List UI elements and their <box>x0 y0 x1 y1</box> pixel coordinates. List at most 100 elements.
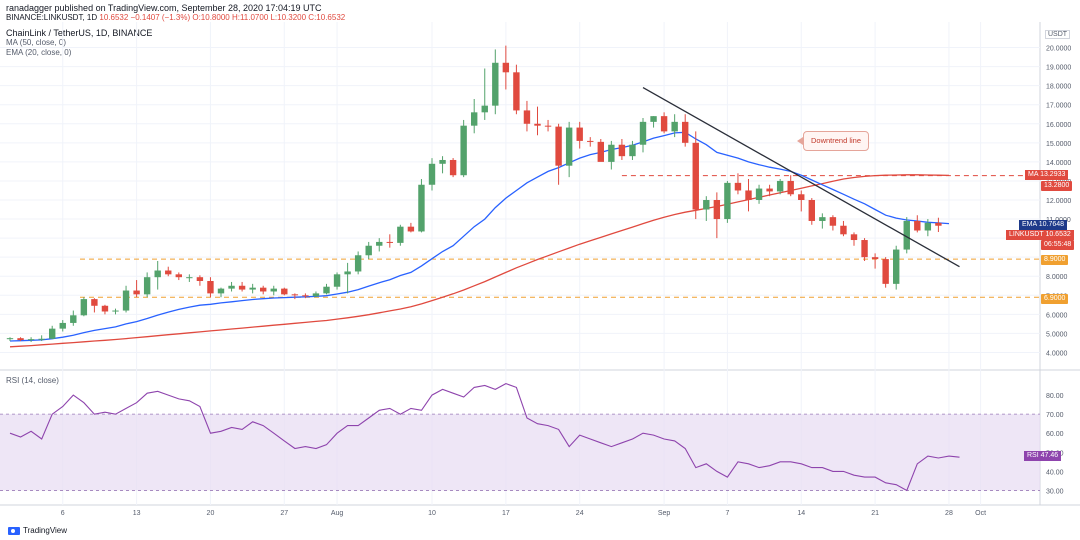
candle <box>893 245 900 290</box>
downtrend-annotation[interactable]: Downtrend line <box>803 131 869 151</box>
candle-body <box>787 180 794 195</box>
rsi-tag-value: 47.46 <box>1040 452 1059 459</box>
candle <box>407 222 415 233</box>
annotation-pointer <box>797 137 803 145</box>
candle-body <box>70 315 77 323</box>
candle-body <box>534 123 541 126</box>
candle <box>260 285 267 295</box>
candle <box>38 335 45 342</box>
link-tag-label: LINKUSDT <box>1009 231 1044 238</box>
candle-body <box>428 163 436 185</box>
support-tag-1: 8.9000 <box>1041 255 1069 265</box>
candle <box>59 320 66 332</box>
candle <box>523 100 531 132</box>
candle-body <box>639 121 647 145</box>
candle-body <box>302 295 309 297</box>
candle <box>397 224 404 246</box>
candle-body <box>597 141 604 162</box>
candle <box>629 140 636 160</box>
candle <box>17 337 24 342</box>
price-tick-label: 19.0000 <box>1046 65 1071 72</box>
candle <box>502 45 510 90</box>
rsi-line-group <box>9 382 960 492</box>
candle <box>703 196 710 221</box>
candle <box>608 140 615 170</box>
candle-body <box>682 121 689 143</box>
candle <box>587 137 594 147</box>
candle <box>565 121 573 178</box>
candle-body <box>671 121 678 132</box>
candle <box>154 260 161 290</box>
legend-ema[interactable]: EMA (20, close, 0) <box>6 48 72 57</box>
candle <box>724 180 731 223</box>
candle-body <box>861 240 868 258</box>
legend-ma[interactable]: MA (50, close, 0) <box>6 38 67 47</box>
candle <box>481 68 488 120</box>
candle <box>196 275 204 286</box>
candle-body <box>365 245 372 256</box>
ma-tag-label: MA <box>1028 171 1039 178</box>
price-tick-label: 16.0000 <box>1046 122 1071 129</box>
rsi-tick-label: 70.00 <box>1046 412 1064 419</box>
candle-body <box>196 277 204 281</box>
candle <box>650 116 657 128</box>
time-tick-label: 20 <box>207 510 215 517</box>
currency-unit-label[interactable]: USDT <box>1045 30 1071 39</box>
candle <box>281 287 288 296</box>
chart-legend: ChainLink / TetherUS, 1D, BINANCE MA (50… <box>6 28 152 58</box>
time-tick-label: 17 <box>502 510 510 517</box>
candle <box>861 238 868 261</box>
candle <box>175 272 182 281</box>
candle <box>914 215 921 233</box>
candle <box>787 175 794 197</box>
footer-brand[interactable]: TradingView <box>8 526 67 535</box>
candle-body <box>745 190 752 200</box>
candle <box>682 114 689 147</box>
candle-body <box>80 299 88 316</box>
candle-body <box>565 127 573 166</box>
candle-body <box>776 180 784 192</box>
candle-body <box>38 338 45 340</box>
candle-body <box>882 259 889 284</box>
link-price-tag: LINKUSDT 10.6532 <box>1006 230 1074 240</box>
rsi-legend[interactable]: RSI (14, close) <box>6 376 59 385</box>
candle-body <box>587 140 594 142</box>
candle-body <box>692 142 699 210</box>
candle <box>829 215 837 231</box>
rsi-line <box>9 382 960 492</box>
ma50-line <box>9 174 950 348</box>
candle-body <box>186 277 193 279</box>
candle-body <box>133 290 140 295</box>
candle <box>576 121 583 149</box>
candle-body <box>576 127 583 141</box>
rsi-overbought-oversold-band <box>0 414 1040 491</box>
candle <box>597 139 604 162</box>
candle <box>555 123 562 185</box>
candle <box>344 262 351 294</box>
candle-body <box>734 182 742 191</box>
candle-body <box>228 285 235 289</box>
candle-body <box>122 290 130 311</box>
candle-body <box>893 249 900 284</box>
candle <box>228 281 235 292</box>
candle-body <box>217 288 225 294</box>
time-tick-label: 6 <box>61 510 65 517</box>
candle-body <box>481 105 488 113</box>
candle <box>101 304 109 315</box>
candles <box>6 45 942 342</box>
legend-title[interactable]: ChainLink / TetherUS, 1D, BINANCE <box>6 28 153 38</box>
candle-body <box>407 226 415 232</box>
candle-body <box>27 339 35 341</box>
candle <box>165 266 172 277</box>
candle-body <box>397 226 404 243</box>
candle <box>534 106 541 136</box>
time-tick-label: Aug <box>331 510 344 517</box>
candle <box>312 291 320 298</box>
candle-body <box>618 144 626 157</box>
candle <box>302 293 309 299</box>
candle <box>354 251 362 275</box>
candle-body <box>354 255 362 272</box>
candle-body <box>903 220 910 250</box>
ma-tag: MA 13.2933 <box>1025 170 1069 180</box>
